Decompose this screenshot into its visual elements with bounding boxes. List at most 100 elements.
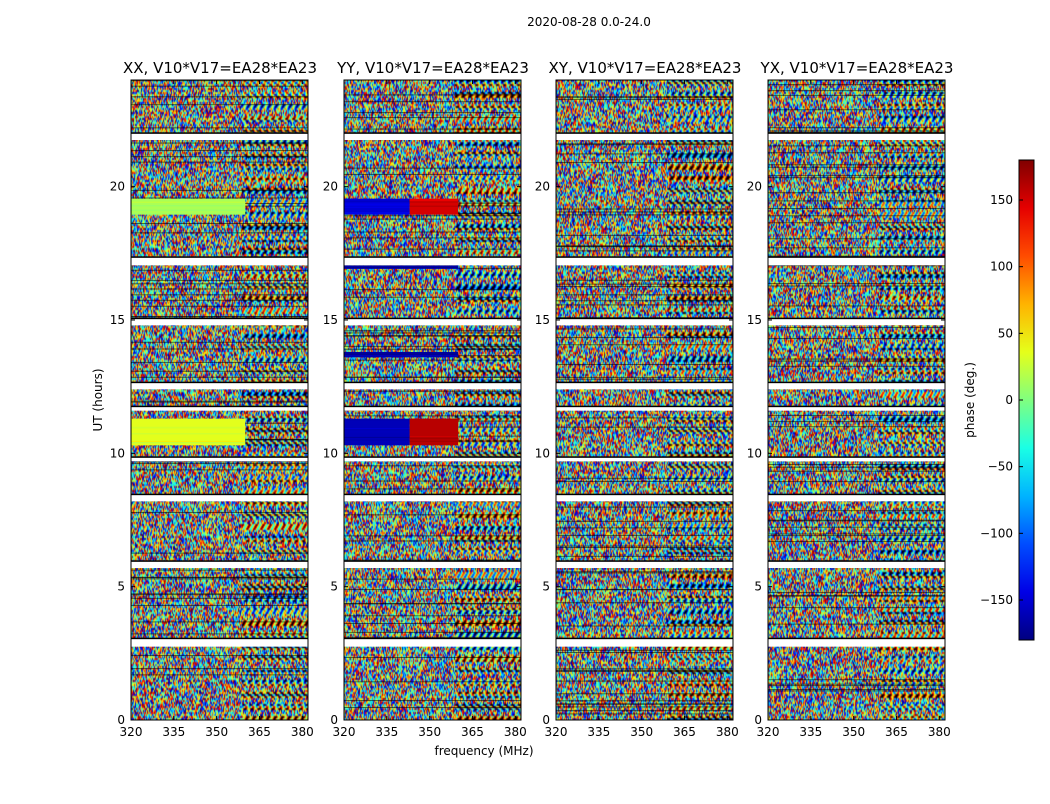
stripe — [131, 569, 308, 571]
flagged-gap — [344, 133, 521, 140]
stripe — [556, 162, 733, 164]
y-tick-label: 10 — [323, 446, 338, 460]
gap-edge — [131, 456, 308, 458]
stripe — [556, 477, 733, 479]
y-tick-label: 0 — [754, 713, 762, 727]
colorbar-label: phase (deg.) — [963, 362, 977, 438]
heatmap-noise — [556, 80, 733, 720]
stripe — [556, 670, 733, 672]
stripe — [131, 279, 308, 281]
stripe — [344, 332, 521, 334]
gap-edge — [768, 560, 945, 562]
flagged-gap — [556, 457, 733, 462]
band-line — [409, 438, 459, 440]
stripe — [556, 602, 733, 604]
stripe — [768, 464, 945, 466]
stripe — [768, 90, 945, 92]
stripe — [344, 559, 521, 561]
colorbar-tick-label: −50 — [988, 460, 1013, 474]
band-line — [344, 204, 410, 206]
flagged-gap — [131, 494, 308, 502]
band-line — [344, 436, 410, 438]
gap-edge — [344, 405, 521, 408]
stripe — [131, 232, 308, 234]
band-line — [409, 198, 459, 200]
stripe — [131, 376, 308, 378]
stripe — [556, 96, 733, 98]
stripe — [344, 681, 521, 683]
y-tick-label: 5 — [542, 580, 550, 594]
stripe — [131, 294, 308, 296]
flagged-gap — [344, 257, 521, 266]
stripe — [768, 414, 945, 416]
panel-yx: YX, V10*V17=EA28*EA23 320 335 350 365 380 0 5 1… — [747, 59, 954, 739]
stripe — [768, 466, 945, 468]
gap-edge — [131, 637, 308, 640]
stripe — [131, 461, 308, 463]
stripe — [768, 130, 945, 132]
stripe — [556, 589, 733, 591]
flagged-gap — [768, 318, 945, 326]
band-line — [409, 201, 459, 203]
stripe — [768, 265, 945, 267]
band-line — [131, 426, 246, 428]
flagged-gap — [556, 561, 733, 568]
y-axis-label: UT (hours) — [91, 368, 105, 431]
x-tick-label: 320 — [545, 725, 568, 739]
x-tick-label: 380 — [291, 725, 314, 739]
y-tick-label: 15 — [323, 313, 338, 327]
stripe — [768, 285, 945, 287]
x-tick-label: 365 — [461, 725, 484, 739]
gap-edge — [768, 132, 945, 134]
band-line — [131, 205, 246, 207]
coherent-band — [131, 198, 246, 215]
gap-edge — [344, 381, 521, 384]
stripe — [768, 166, 945, 168]
stripe — [131, 668, 308, 670]
x-tick-label: 380 — [716, 725, 739, 739]
stripe — [344, 589, 521, 591]
panel-title-xx: XX, V10*V17=EA28*EA23 — [123, 59, 317, 77]
band-line — [344, 265, 459, 267]
stripe — [131, 361, 308, 363]
stripe — [556, 208, 733, 210]
gap-edge — [556, 256, 733, 258]
stripe — [556, 668, 733, 670]
flagged-gap — [131, 382, 308, 390]
band-line — [344, 206, 410, 208]
x-tick-label: 380 — [504, 725, 527, 739]
stripe — [768, 283, 945, 285]
stripe — [768, 690, 945, 692]
stripe — [768, 238, 945, 240]
stripe — [131, 401, 308, 403]
stripe — [344, 330, 521, 332]
y-tick-label: 5 — [117, 580, 125, 594]
x-tick-label: 365 — [885, 725, 908, 739]
stripe — [344, 345, 521, 347]
stripe — [344, 514, 521, 516]
flagged-gap — [344, 457, 521, 462]
stripe — [556, 328, 733, 330]
stripe — [131, 621, 308, 623]
stripe — [768, 679, 945, 681]
stripe — [768, 683, 945, 685]
stripe — [131, 197, 308, 199]
flagged-gap — [768, 494, 945, 502]
flagged-gap — [768, 561, 945, 568]
gap-edge — [131, 256, 308, 258]
y-tick-label: 0 — [117, 713, 125, 727]
stripe — [131, 578, 308, 580]
colorbar-tick-label: 0 — [1005, 393, 1013, 407]
stripe — [556, 317, 733, 319]
flagged-gap — [556, 257, 733, 266]
panel-xx: XX, V10*V17=EA28*EA23 320 335 350 365 380 0 5 1… — [110, 59, 317, 739]
stripe — [768, 470, 945, 472]
gap-edge — [344, 132, 521, 134]
stripe — [768, 541, 945, 543]
y-tick-label: 10 — [747, 446, 762, 460]
panel-frame — [767, 79, 946, 721]
stripe — [556, 153, 733, 155]
stripe — [556, 426, 733, 428]
heatmap-noise — [344, 80, 521, 720]
